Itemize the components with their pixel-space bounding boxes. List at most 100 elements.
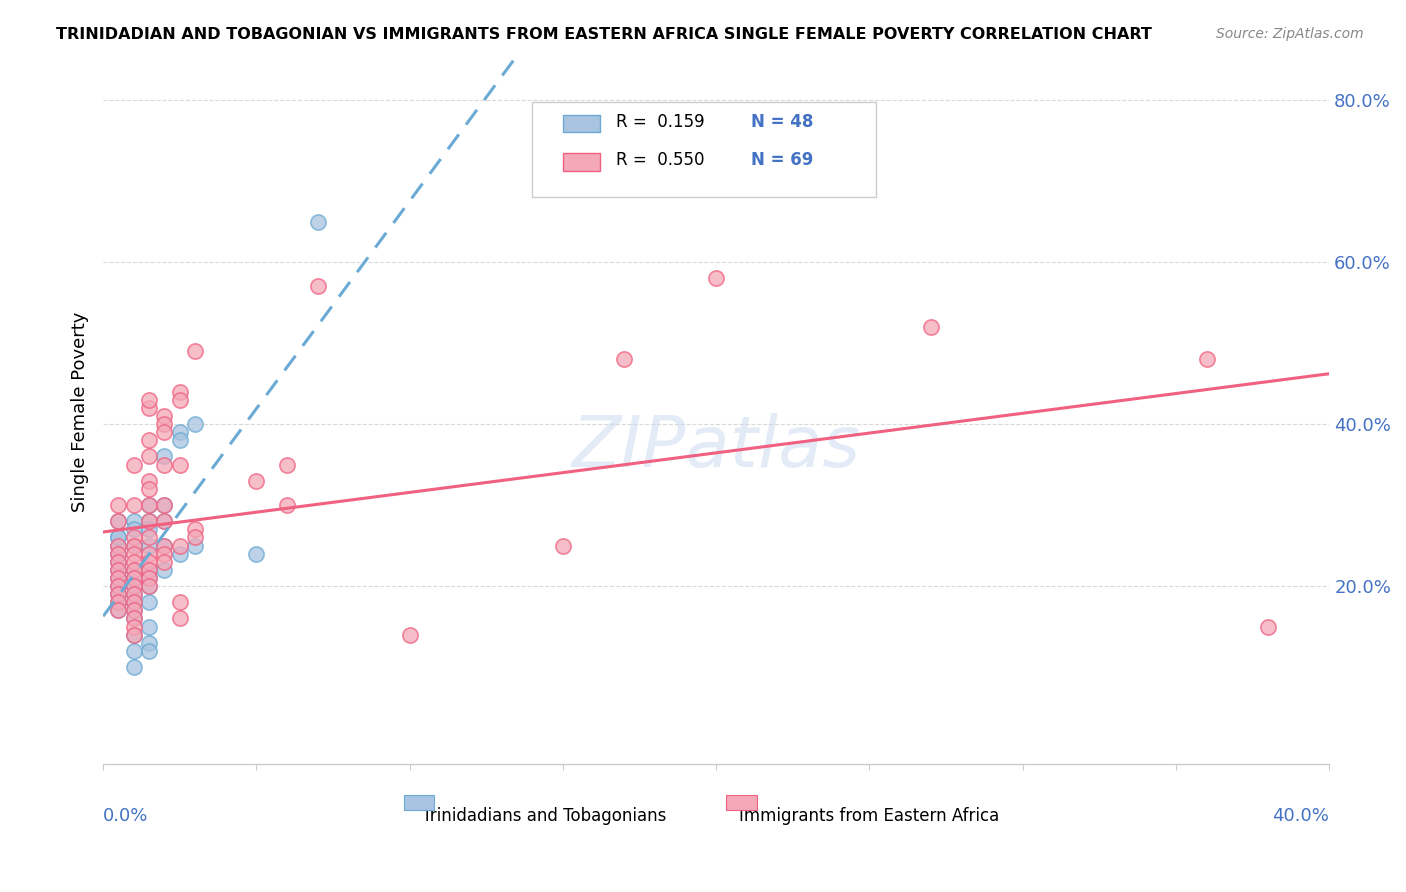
Point <box>107 587 129 601</box>
Point <box>107 547 129 561</box>
Point <box>107 531 129 545</box>
Point <box>169 425 191 440</box>
Point <box>122 579 145 593</box>
Text: N = 69: N = 69 <box>751 152 813 169</box>
Point <box>153 409 176 423</box>
Point <box>107 595 129 609</box>
Point <box>169 392 191 407</box>
Point <box>138 531 160 545</box>
Point <box>153 425 176 440</box>
Point <box>153 458 176 472</box>
Point <box>245 547 267 561</box>
Point <box>107 563 129 577</box>
Point <box>153 539 176 553</box>
Point <box>122 587 145 601</box>
Point <box>107 603 129 617</box>
Point <box>153 498 176 512</box>
Text: ZIPatlas: ZIPatlas <box>572 413 860 482</box>
Point <box>138 571 160 585</box>
Point <box>138 474 160 488</box>
Point <box>122 628 145 642</box>
Point <box>138 482 160 496</box>
Point <box>169 539 191 553</box>
Text: TRINIDADIAN AND TOBAGONIAN VS IMMIGRANTS FROM EASTERN AFRICA SINGLE FEMALE POVER: TRINIDADIAN AND TOBAGONIAN VS IMMIGRANTS… <box>56 27 1152 42</box>
Point <box>138 619 160 633</box>
Point <box>153 514 176 528</box>
Point <box>122 603 145 617</box>
Point <box>122 595 145 609</box>
Point <box>107 571 129 585</box>
Point <box>1195 352 1218 367</box>
Point <box>122 458 145 472</box>
Point <box>122 628 145 642</box>
Point <box>184 531 207 545</box>
Point <box>107 563 129 577</box>
Point <box>107 539 129 553</box>
Point <box>138 539 160 553</box>
Point <box>153 563 176 577</box>
Point <box>276 458 298 472</box>
Point <box>122 555 145 569</box>
Point <box>138 636 160 650</box>
Point <box>122 571 145 585</box>
Point <box>122 498 145 512</box>
Point <box>184 522 207 536</box>
Text: Source: ZipAtlas.com: Source: ZipAtlas.com <box>1216 27 1364 41</box>
Text: R =  0.550: R = 0.550 <box>616 152 704 169</box>
Point <box>307 279 329 293</box>
FancyBboxPatch shape <box>562 153 600 171</box>
Point <box>184 344 207 359</box>
Point <box>1257 619 1279 633</box>
FancyBboxPatch shape <box>533 102 876 197</box>
Point <box>122 579 145 593</box>
Point <box>704 271 727 285</box>
Point <box>122 611 145 625</box>
Text: 40.0%: 40.0% <box>1272 806 1329 824</box>
Point <box>307 214 329 228</box>
Point <box>138 595 160 609</box>
Point <box>551 539 574 553</box>
Point <box>245 474 267 488</box>
Point <box>107 595 129 609</box>
Point <box>138 450 160 464</box>
Point <box>138 571 160 585</box>
Point <box>920 319 942 334</box>
Point <box>138 547 160 561</box>
Point <box>107 514 129 528</box>
Point <box>107 579 129 593</box>
Point <box>138 401 160 415</box>
Point <box>122 539 145 553</box>
Point <box>122 587 145 601</box>
Point <box>169 611 191 625</box>
Point <box>138 579 160 593</box>
Point <box>138 498 160 512</box>
Point <box>122 611 145 625</box>
Point <box>107 539 129 553</box>
Point <box>138 498 160 512</box>
Point <box>169 547 191 561</box>
Point <box>107 571 129 585</box>
Point <box>153 498 176 512</box>
FancyBboxPatch shape <box>562 114 600 132</box>
Point <box>138 392 160 407</box>
Point <box>138 579 160 593</box>
Point <box>122 603 145 617</box>
Point <box>153 450 176 464</box>
Point <box>169 434 191 448</box>
Text: R =  0.159: R = 0.159 <box>616 112 704 130</box>
Point <box>122 563 145 577</box>
FancyBboxPatch shape <box>725 795 756 810</box>
Point <box>153 539 176 553</box>
Point <box>122 547 145 561</box>
Point <box>138 514 160 528</box>
Point <box>107 555 129 569</box>
Text: Trinidadians and Tobagonians: Trinidadians and Tobagonians <box>422 806 666 824</box>
Point <box>138 522 160 536</box>
Point <box>153 417 176 431</box>
Text: 0.0%: 0.0% <box>103 806 149 824</box>
Point <box>107 603 129 617</box>
Point <box>153 514 176 528</box>
Text: Immigrants from Eastern Africa: Immigrants from Eastern Africa <box>740 806 1000 824</box>
Point <box>138 563 160 577</box>
Point <box>107 579 129 593</box>
